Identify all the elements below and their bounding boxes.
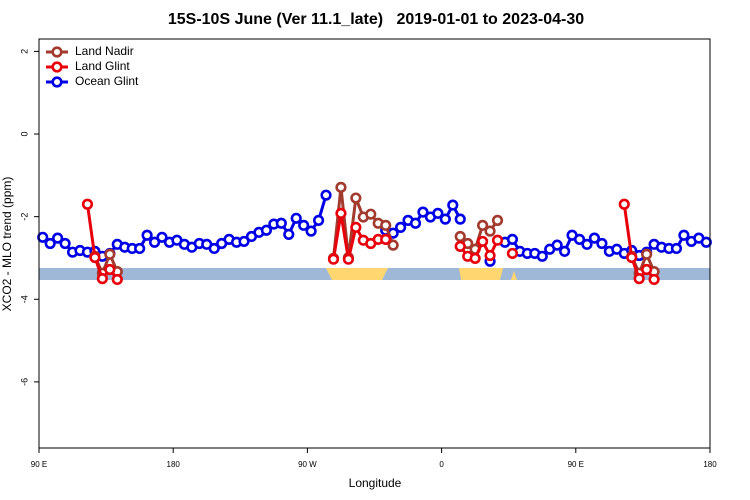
data-point [350,192,362,204]
data-point [312,214,325,226]
series [81,198,660,286]
data-point [208,242,220,255]
y-tick-label: -2 [19,213,29,221]
data-point [618,198,630,210]
data-point [454,230,466,243]
data-point [96,273,108,285]
data-point [327,253,340,265]
y-tick-label: -6 [19,378,29,386]
data-point [626,251,638,264]
data-point [432,207,444,219]
data-point [335,181,347,193]
plot-marks [37,181,712,286]
data-point [506,247,519,260]
data-point [81,198,94,210]
data-point [141,229,153,241]
y-tick-label: 2 [19,49,29,54]
legend-label: Ocean Glint [75,74,139,88]
data-point [588,232,601,244]
data-point [581,238,593,250]
data-point [596,237,608,250]
data-point [536,250,548,262]
data-point [641,248,653,260]
data-point [417,206,429,218]
data-point [551,239,563,251]
data-point [305,225,317,237]
data-point [670,242,683,255]
data-point [342,253,355,265]
data-point [238,235,250,248]
data-point [409,217,422,229]
data-point [290,212,302,224]
data-point [506,233,519,245]
surface-strip [39,268,710,280]
data-point [298,219,310,231]
land-strip [326,268,388,280]
y-tick-label: 0 [19,132,29,137]
data-point [59,237,71,250]
data-point [134,242,146,255]
data-point [111,273,123,286]
land-strip [459,268,503,280]
x-tick-label: 0 [439,460,444,469]
legend-marker [51,61,63,73]
data-point [387,239,399,251]
data-point [559,245,571,257]
x-tick-label: 90 E [31,460,47,469]
legend-marker [51,76,63,88]
data-point [641,263,653,276]
x-tick-label: 180 [703,460,717,469]
x-axis-label: Longitude [349,476,402,490]
data-point [477,219,489,231]
data-point [491,234,504,246]
land-strip [511,271,517,280]
legend-label: Land Nadir [75,44,134,58]
y-axis-label: XCO2 - MLO trend (ppm) [0,177,14,312]
data-point [484,249,496,262]
data-point [156,231,168,243]
plot-frame [38,38,711,449]
data-point [573,233,586,245]
x-tick-label: 90 W [298,460,317,469]
data-point [678,229,690,241]
data-point [44,237,56,250]
data-point [37,231,49,243]
data-point [454,213,466,225]
data-point [484,225,496,237]
data-point [633,273,645,285]
data-point [491,214,504,226]
data-point [335,207,347,219]
data-point [439,213,451,225]
legend-marker [51,46,63,58]
y-tick-label: -4 [19,295,29,303]
data-point [447,199,459,211]
data-point [104,248,116,260]
data-point [320,189,332,201]
data-point [148,236,161,248]
data-point [394,221,407,233]
data-point [260,224,272,236]
x-tick-label: 90 E [568,460,584,469]
chart-title: 15S-10S June (Ver 11.1_late) 2019-01-01 … [168,11,584,28]
data-point [350,221,362,233]
data-point [454,240,466,252]
data-point [104,263,116,276]
data-point [469,252,481,264]
legend-label: Land Glint [75,59,130,73]
data-point [380,219,392,231]
data-point [477,235,489,248]
data-point [380,233,392,245]
data-point [365,208,377,220]
data-point [700,236,712,248]
x-tick-label: 180 [167,460,181,469]
data-point [89,251,101,264]
data-point [275,217,287,229]
data-point [52,232,64,244]
data-point [648,273,660,286]
data-point [283,228,295,241]
